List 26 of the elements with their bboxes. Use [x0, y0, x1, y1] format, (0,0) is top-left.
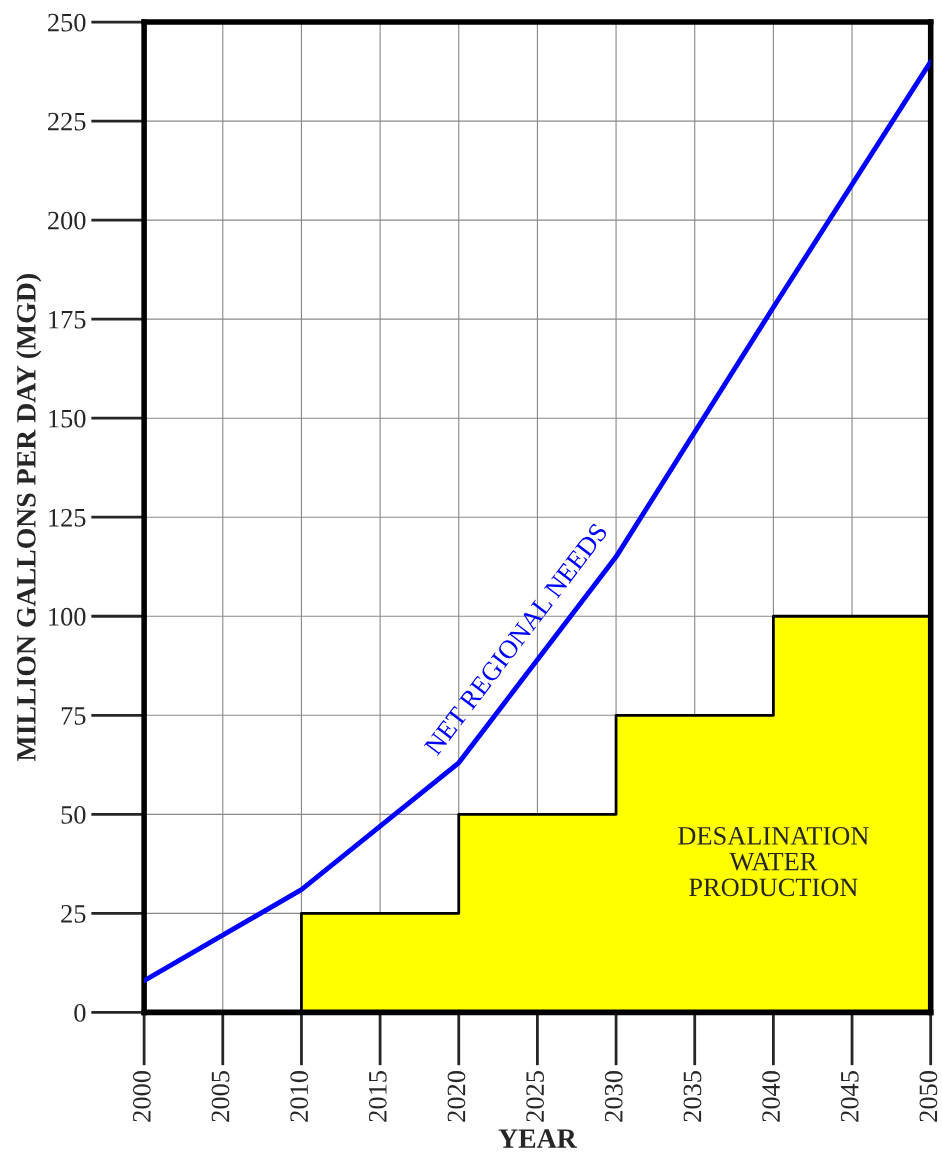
x-tick-label: 2045: [840, 1071, 859, 1122]
x-tick-label: 2000: [132, 1071, 151, 1122]
x-tick-label: 2035: [683, 1071, 702, 1122]
y-tick-label: 0: [74, 1004, 86, 1022]
y-tick-label: 75: [61, 707, 86, 725]
x-tick-label: 2005: [211, 1071, 230, 1122]
x-tick-label: 2050: [919, 1071, 938, 1122]
x-tick-label: 2030: [604, 1071, 623, 1122]
x-tick-label: 2010: [290, 1071, 309, 1122]
y-tick-label: 150: [49, 409, 86, 428]
series-label: DESALINATION WATER PRODUCTION: [678, 826, 869, 897]
y-tick-label: 100: [49, 607, 86, 626]
x-axis-title: YEAR: [498, 1129, 578, 1148]
y-tick-label: 50: [61, 805, 86, 824]
y-tick-label: 175: [49, 310, 86, 329]
y-tick-label: 250: [48, 13, 86, 32]
x-tick-label: 2015: [368, 1071, 387, 1122]
x-tick-label: 2040: [762, 1071, 780, 1122]
y-tick-label: 225: [48, 112, 86, 131]
x-tick-label: 2025: [526, 1071, 545, 1122]
y-axis-title: MILLION GALLONS PER DAY (MGD): [16, 274, 42, 762]
y-tick-label: 200: [48, 211, 86, 230]
y-tick-label: 125: [49, 508, 86, 527]
line-series: [144, 59, 931, 984]
y-tick-label: 25: [61, 905, 86, 923]
x-tick-label: 2020: [447, 1071, 466, 1122]
